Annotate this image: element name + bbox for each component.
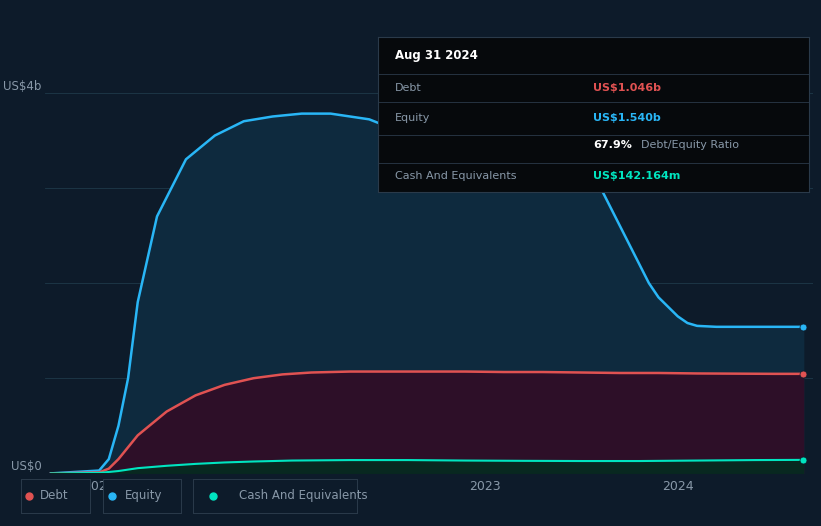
Text: Equity: Equity <box>125 489 162 502</box>
Text: Debt: Debt <box>395 83 422 93</box>
Text: US$0: US$0 <box>11 460 41 473</box>
Text: Cash And Equivalents: Cash And Equivalents <box>239 489 368 502</box>
Text: Debt/Equity Ratio: Debt/Equity Ratio <box>640 140 739 150</box>
Text: Equity: Equity <box>395 113 430 123</box>
Text: US$1.046b: US$1.046b <box>594 83 661 93</box>
Text: US$4b: US$4b <box>3 79 41 93</box>
Text: US$142.164m: US$142.164m <box>594 171 681 181</box>
Text: Debt: Debt <box>40 489 69 502</box>
Text: US$1.540b: US$1.540b <box>594 113 661 123</box>
Text: 67.9%: 67.9% <box>594 140 632 150</box>
Text: Cash And Equivalents: Cash And Equivalents <box>395 171 516 181</box>
Text: Aug 31 2024: Aug 31 2024 <box>395 49 478 62</box>
